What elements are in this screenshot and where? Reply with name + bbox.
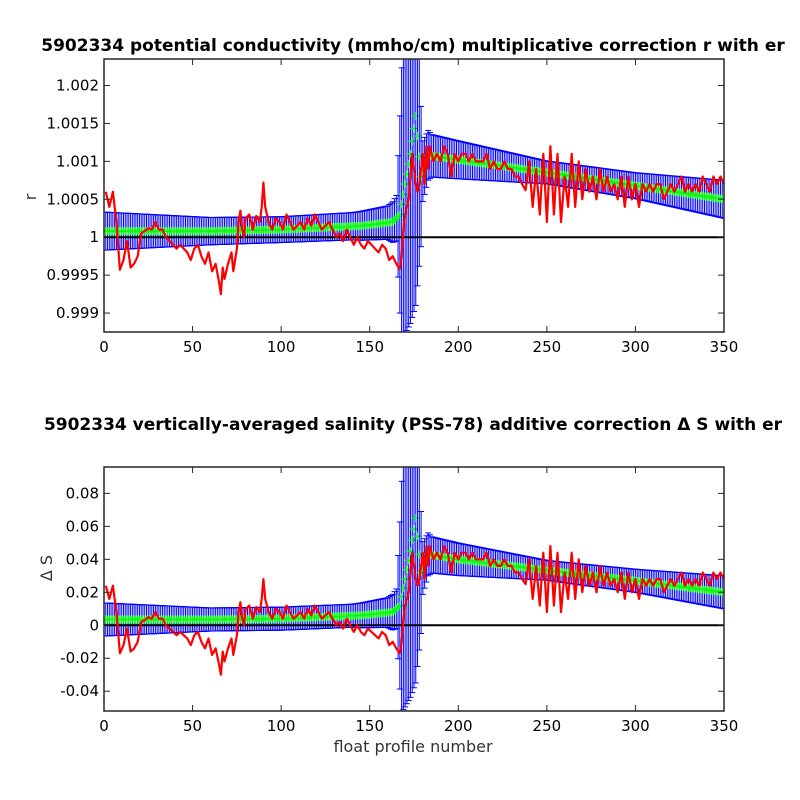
x-tick-label: 200 — [444, 717, 473, 735]
y-tick-label: 0.06 — [66, 517, 99, 535]
y-tick-label: -0.02 — [60, 649, 99, 667]
correction-trace — [104, 145, 724, 296]
y-tick-label: -0.04 — [60, 682, 99, 700]
y-tick-label: 1 — [89, 228, 99, 246]
x-tick-label: 350 — [710, 717, 739, 735]
x-tick-label: 100 — [267, 717, 296, 735]
y-tick-label: 1.0005 — [47, 190, 100, 208]
x-tick-label: 150 — [355, 717, 384, 735]
x-tick-label: 150 — [355, 338, 384, 356]
x-tick-label: 250 — [533, 338, 562, 356]
x-tick-label: 250 — [533, 717, 562, 735]
y-tick-label: 0 — [89, 616, 99, 634]
correction-trace — [104, 545, 724, 676]
y-tick-label: 1.002 — [56, 77, 99, 95]
x-tick-label: 0 — [99, 717, 109, 735]
x-tick-label: 0 — [99, 338, 109, 356]
axes-frame — [103, 466, 725, 712]
x-tick-label: 100 — [267, 338, 296, 356]
data-layer — [104, 59, 724, 332]
panel-title: 5902334 potential conductivity (mmho/cm)… — [41, 36, 785, 56]
y-tick-label: 1.0015 — [47, 114, 100, 132]
data-layer — [104, 467, 724, 711]
plot-area: 0 50 100 150 200 250 300 350 0.999 0.9995 1 1.0005 1… — [47, 58, 739, 356]
y-tick-label: 0.02 — [66, 583, 99, 601]
y-tick-label: 0.08 — [66, 484, 99, 502]
y-axis-label: r — [21, 193, 40, 200]
x-tick-label: 50 — [183, 338, 202, 356]
axes-frame — [103, 58, 725, 333]
salinity-correction-panel: 5902334 vertically-averaged salinity (PS… — [37, 415, 783, 756]
y-tick-label: 1.001 — [56, 152, 99, 170]
y-tick-label: 0.04 — [66, 550, 99, 568]
panel-title: 5902334 vertically-averaged salinity (PS… — [44, 415, 783, 435]
x-tick-label: 350 — [710, 338, 739, 356]
conductivity-correction-panel: 5902334 potential conductivity (mmho/cm)… — [21, 36, 785, 356]
x-axis-label: float profile number — [333, 737, 493, 756]
x-tick-label: 300 — [621, 717, 650, 735]
x-tick-label: 300 — [621, 338, 650, 356]
plot-area: 0 50 100 150 200 250 300 350 -0.04 -0.02 0 0.02 0.04… — [60, 466, 739, 735]
y-tick-label: 0.9995 — [47, 266, 100, 284]
y-axis-label: Δ S — [37, 555, 56, 581]
x-tick-label: 50 — [183, 717, 202, 735]
x-tick-label: 200 — [444, 338, 473, 356]
y-tick-label: 0.999 — [56, 304, 99, 322]
